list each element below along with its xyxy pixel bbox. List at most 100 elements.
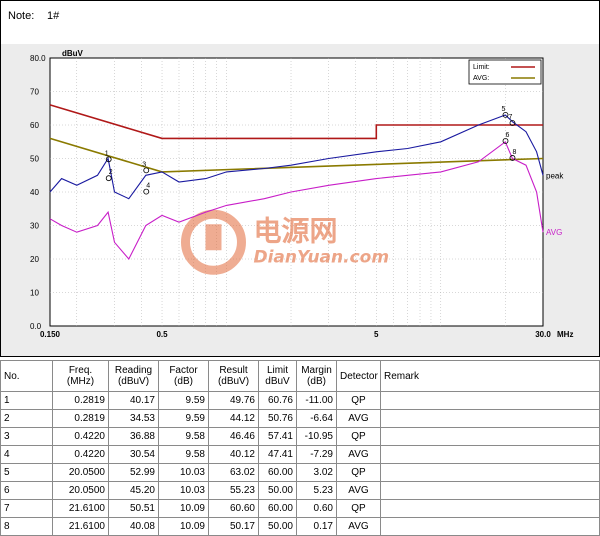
header-line1: Result <box>219 365 248 376</box>
table-row: 4 0.4220 30.54 9.58 40.12 47.41 -7.29 AVG <box>0 445 600 464</box>
header-line1: Reading <box>114 365 153 376</box>
marker-point <box>143 167 150 174</box>
series-line-peak <box>49 114 544 200</box>
cell-reading: 40.08 <box>108 517 159 536</box>
cell-freq: 21.6100 <box>52 499 109 518</box>
marker-label: 7 <box>509 114 513 121</box>
header-limit: Limit dBuV <box>258 360 297 392</box>
legend-box <box>468 59 542 85</box>
marker-label: 3 <box>142 161 146 168</box>
header-margin: Margin (dB) <box>296 360 337 392</box>
cell-no: 7 <box>0 499 53 518</box>
header-result: Result (dBuV) <box>208 360 259 392</box>
cell-remark <box>380 427 600 446</box>
cell-margin: -11.00 <box>296 391 337 410</box>
cell-no: 4 <box>0 445 53 464</box>
legend: Limit: AVG: <box>468 59 542 85</box>
cell-factor: 9.58 <box>158 445 209 464</box>
cell-factor: 9.59 <box>158 391 209 410</box>
header-line2: (dB) <box>174 376 193 387</box>
cell-limit: 57.41 <box>258 427 297 446</box>
watermark-logo-plug <box>205 224 222 251</box>
cell-result: 44.12 <box>208 409 259 428</box>
header-line2: (dB) <box>307 376 326 387</box>
results-table: No. Freq. (MHz) Reading (dBuV) Factor (dB) Resu… <box>0 360 600 536</box>
marker-point <box>502 111 509 118</box>
x-tick-label: 30.0 <box>535 330 551 339</box>
cell-reading: 50.51 <box>108 499 159 518</box>
header-remark: Remark <box>380 360 600 392</box>
header-line1: Freq. <box>68 365 93 376</box>
y-tick-label: 40 <box>30 188 39 197</box>
cell-reading: 36.88 <box>108 427 159 446</box>
cell-limit: 50.00 <box>258 481 297 500</box>
marker-point <box>143 188 150 195</box>
note-value: 1# <box>47 10 60 22</box>
marker-label: 5 <box>502 106 506 113</box>
cell-remark <box>380 445 600 464</box>
marker-label: 8 <box>513 149 517 156</box>
marker-label: 6 <box>506 132 510 139</box>
x-tick-label: 0.150 <box>40 330 61 339</box>
cell-detector: QP <box>336 391 381 410</box>
cell-result: 55.23 <box>208 481 259 500</box>
watermark-logo <box>180 209 246 275</box>
cell-factor: 9.59 <box>158 409 209 428</box>
cell-reading: 40.17 <box>108 391 159 410</box>
cell-no: 8 <box>0 517 53 536</box>
header-line1: Remark <box>384 370 420 382</box>
table-row: 3 0.4220 36.88 9.58 46.46 57.41 -10.95 QP <box>0 427 600 446</box>
marker-point <box>509 155 516 161</box>
header-line2: (MHz) <box>66 376 95 387</box>
cell-remark <box>380 499 600 518</box>
cell-freq: 20.0500 <box>52 481 109 500</box>
header-line1: Limit <box>266 365 289 376</box>
y-tick-label: 10 <box>30 289 39 298</box>
x-tick-label: 0.5 <box>156 330 168 339</box>
cell-detector: QP <box>336 427 381 446</box>
cell-limit: 50.76 <box>258 409 297 428</box>
cell-margin: 0.17 <box>296 517 337 536</box>
cell-detector: AVG <box>336 517 381 536</box>
cell-detector: QP <box>336 463 381 482</box>
legend-label: AVG: <box>473 75 489 82</box>
series-line-avg <box>49 140 544 260</box>
header-line1: Detector <box>340 370 378 382</box>
header-no: No. <box>0 360 53 392</box>
table-row: 1 0.2819 40.17 9.59 49.76 60.76 -11.00 QP <box>0 391 600 410</box>
table-header-row: No. Freq. (MHz) Reading (dBuV) Factor (dB) Resu… <box>0 360 600 392</box>
cell-detector: AVG <box>336 481 381 500</box>
cell-margin: -7.29 <box>296 445 337 464</box>
table-row: 7 21.6100 50.51 10.09 60.60 60.00 0.60 QP <box>0 499 600 518</box>
cell-no: 1 <box>0 391 53 410</box>
cell-no: 5 <box>0 463 53 482</box>
cell-freq: 0.2819 <box>52 409 109 428</box>
header-freq: Freq. (MHz) <box>52 360 109 392</box>
header-line1: Margin <box>301 365 332 376</box>
y-tick-label: 20 <box>30 255 39 264</box>
emission-chart: 80.0 70 60 50 40 30 20 10 0.0 dBuV 0.150 0.5 5 30.0 MH… <box>30 49 573 339</box>
y-tick-label: 0.0 <box>30 322 42 331</box>
x-axis-unit: MHz <box>557 330 573 339</box>
cell-margin: 5.23 <box>296 481 337 500</box>
cell-factor: 10.03 <box>158 463 209 482</box>
table-row: 5 20.0500 52.99 10.03 63.02 60.00 3.02 QP <box>0 463 600 482</box>
cell-limit: 60.76 <box>258 391 297 410</box>
cell-limit: 50.00 <box>258 517 297 536</box>
cell-factor: 10.03 <box>158 481 209 500</box>
watermark-cn: 电源网 <box>253 214 337 247</box>
header-line1: No. <box>4 370 20 382</box>
marker-point <box>502 138 509 144</box>
watermark-en: DianYuan.com <box>253 247 389 267</box>
header-line2: (dBuV) <box>117 376 150 387</box>
series-line-limit <box>49 104 543 140</box>
watermark-logo-ring <box>180 209 246 275</box>
table-row: 6 20.0500 45.20 10.03 55.23 50.00 5.23 AVG <box>0 481 600 500</box>
note-box: Note: 1# <box>0 0 600 46</box>
x-tick-label: 5 <box>374 330 379 339</box>
cell-reading: 34.53 <box>108 409 159 428</box>
cell-remark <box>380 391 600 410</box>
cell-remark <box>380 481 600 500</box>
legend-label: Limit: <box>473 64 490 71</box>
cell-result: 49.76 <box>208 391 259 410</box>
